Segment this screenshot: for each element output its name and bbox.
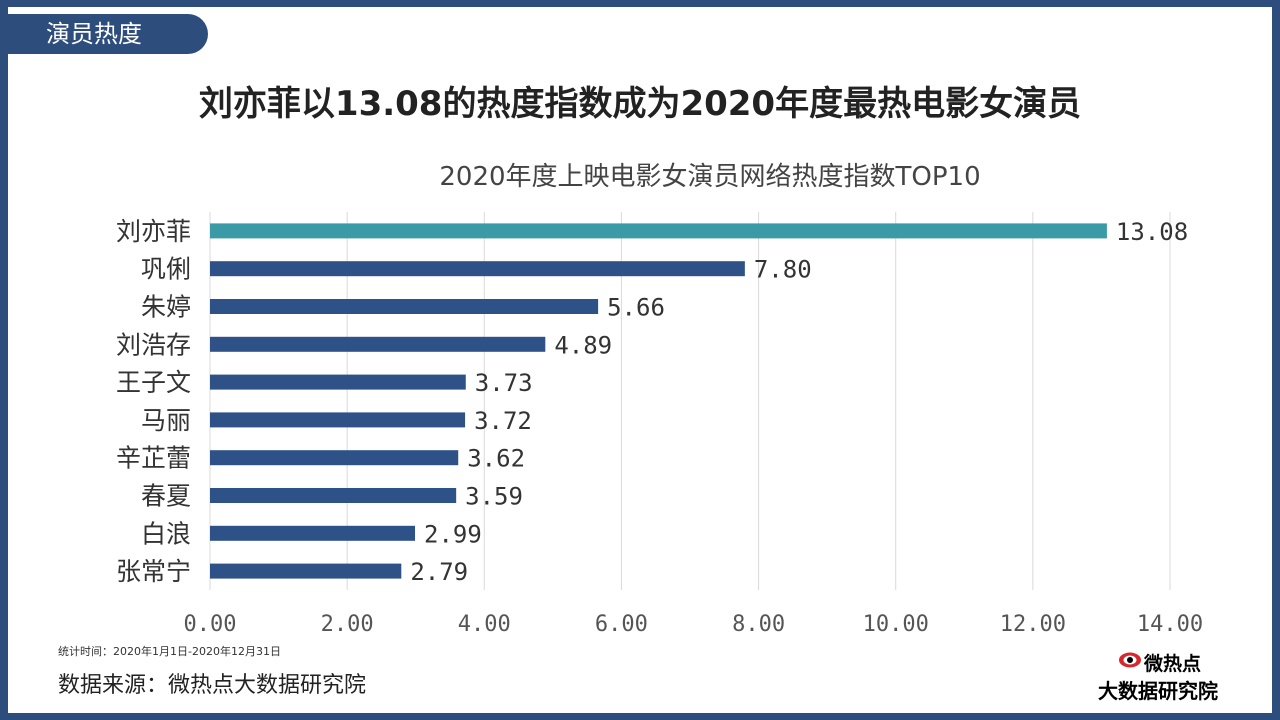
bar [210,374,466,390]
logo-brand: 微热点 [1144,653,1202,675]
logo-org: 大数据研究院 [1098,679,1218,703]
bar [210,336,546,352]
bar [210,450,459,466]
statistics-period-note: 统计时间：2020年1月1日-2020年12月31日 [58,645,281,658]
chart-title: 2020年度上映电影女演员网络热度指数TOP10 [439,162,981,192]
eye-logo-icon [1119,652,1141,668]
page-headline: 刘亦菲以13.08的热度指数成为2020年度最热电影女演员 [198,84,1082,124]
category-label: 朱婷 [141,293,191,322]
category-label: 马丽 [141,406,191,435]
data-label: 2.79 [410,558,468,586]
x-tick-label: 6.00 [595,612,648,637]
x-tick-label: 4.00 [458,612,511,637]
data-label: 3.59 [465,483,523,511]
category-label: 刘浩存 [116,330,191,359]
x-tick-label: 12.00 [1000,612,1066,637]
data-label: 3.62 [467,445,525,473]
category-label: 春夏 [141,482,191,511]
category-label: 辛芷蕾 [116,444,191,473]
data-label: 4.89 [554,331,612,359]
category-label: 王子文 [116,368,191,397]
bar [210,412,466,428]
data-source: 数据来源：微热点大数据研究院 [58,673,367,698]
data-label: 3.72 [474,407,532,435]
category-label: 张常宁 [116,557,191,586]
data-label: 3.73 [475,369,533,397]
bar [210,525,416,541]
x-tick-label: 8.00 [732,612,785,637]
logo: 微热点 大数据研究院 [1098,647,1238,703]
x-tick-label: 10.00 [863,612,929,637]
bar [210,488,457,503]
data-label: 7.80 [754,256,812,284]
data-label: 13.08 [1116,218,1188,246]
category-label: 刘亦菲 [116,217,191,246]
bar [210,261,745,277]
category-label: 巩俐 [141,255,191,284]
data-label: 5.66 [607,294,665,322]
data-label: 2.99 [424,520,482,548]
x-tick-label: 14.00 [1137,612,1203,637]
section-tag: 演员热度 [8,14,208,54]
x-tick-label: 0.00 [184,612,237,637]
category-label: 白浪 [141,519,191,548]
bar [210,299,599,314]
bar [210,563,402,579]
bar [210,223,1107,239]
x-tick-label: 2.00 [321,612,374,637]
